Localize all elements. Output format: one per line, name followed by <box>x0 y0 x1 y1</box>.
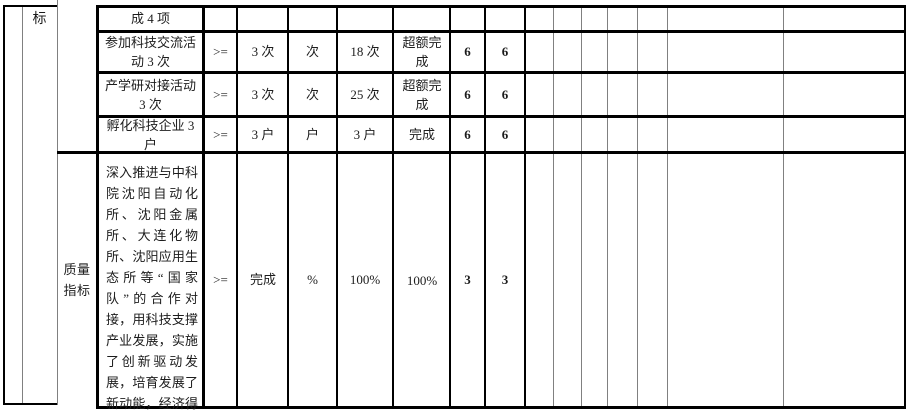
grid-line <box>57 151 906 154</box>
grid-line <box>392 5 394 409</box>
indicator-cell: 产学研对接活动 3 次 <box>104 77 200 112</box>
unit-cell: 次 <box>305 86 319 102</box>
standard-value-cell: 3 次 <box>251 44 275 59</box>
grid-line <box>96 5 906 8</box>
comparison-operator-cell: >= <box>213 272 228 287</box>
standard-value-cell: 3 户 <box>251 126 275 142</box>
comparison-operator-cell: >= <box>213 126 228 142</box>
grid-line <box>3 5 5 405</box>
grid-line <box>336 5 338 409</box>
score-cell: 3 <box>464 272 471 287</box>
completion-status-cell: 超额完成 <box>402 77 442 112</box>
score-cell: 6 <box>464 126 471 142</box>
completion-status-cell: 100% <box>406 272 438 288</box>
grid-line <box>553 5 554 409</box>
completion-status-cell: 完成 <box>408 127 435 142</box>
score-cell: 6 <box>464 44 471 59</box>
indicator-cell: 成 4 项 <box>130 11 170 26</box>
grid-line <box>96 406 906 409</box>
unit-cell: % <box>307 272 318 287</box>
grid-line <box>607 5 608 409</box>
score-cell: 6 <box>501 126 509 142</box>
grid-line <box>96 71 906 74</box>
section-label-quality: 质量指标 <box>63 262 91 298</box>
actual-value-cell: 25 次 <box>350 86 380 102</box>
indicator-cell: 深入推进与中科院沈阳自动化所、沈阳金属所、大连化物所、沈阳应用生态所等“国家队”… <box>106 165 198 411</box>
grid-line <box>202 5 205 409</box>
comparison-operator-cell: >= <box>213 86 228 102</box>
grid-line <box>783 5 784 409</box>
completion-status-cell: 超额完成 <box>402 35 442 69</box>
unit-cell: 户 <box>305 126 319 142</box>
indicator-category-partial-label: 标 <box>32 12 47 27</box>
indicator-cell: 孵化科技企业 3 户 <box>106 117 198 152</box>
comparison-operator-cell: >= <box>213 44 228 59</box>
actual-value-cell: 100% <box>349 272 381 287</box>
grid-line <box>96 5 99 409</box>
grid-line <box>236 5 238 409</box>
grid-line <box>667 5 668 409</box>
standard-value-cell: 完成 <box>249 272 276 287</box>
actual-value-cell: 18 次 <box>350 44 380 59</box>
grid-line <box>637 5 638 409</box>
grid-line <box>287 5 289 409</box>
grid-line <box>96 115 906 118</box>
score-cell: 6 <box>501 86 509 102</box>
indicator-cell: 参加科技交流活动 3 次 <box>104 35 196 69</box>
unit-cell: 次 <box>305 44 319 59</box>
grid-line <box>96 30 906 33</box>
actual-value-cell: 3 户 <box>353 126 377 142</box>
grid-line <box>904 5 906 409</box>
grid-line <box>449 5 451 409</box>
grid-line <box>3 5 57 7</box>
grid-line <box>484 5 486 409</box>
grid-line <box>22 5 23 405</box>
grid-line <box>3 403 57 405</box>
score-cell: 3 <box>501 272 509 287</box>
score-cell: 6 <box>464 86 471 102</box>
grid-line <box>524 5 526 409</box>
grid-line <box>581 5 582 409</box>
score-cell: 6 <box>501 44 509 59</box>
standard-value-cell: 3 次 <box>251 86 275 102</box>
grid-line <box>57 0 58 405</box>
